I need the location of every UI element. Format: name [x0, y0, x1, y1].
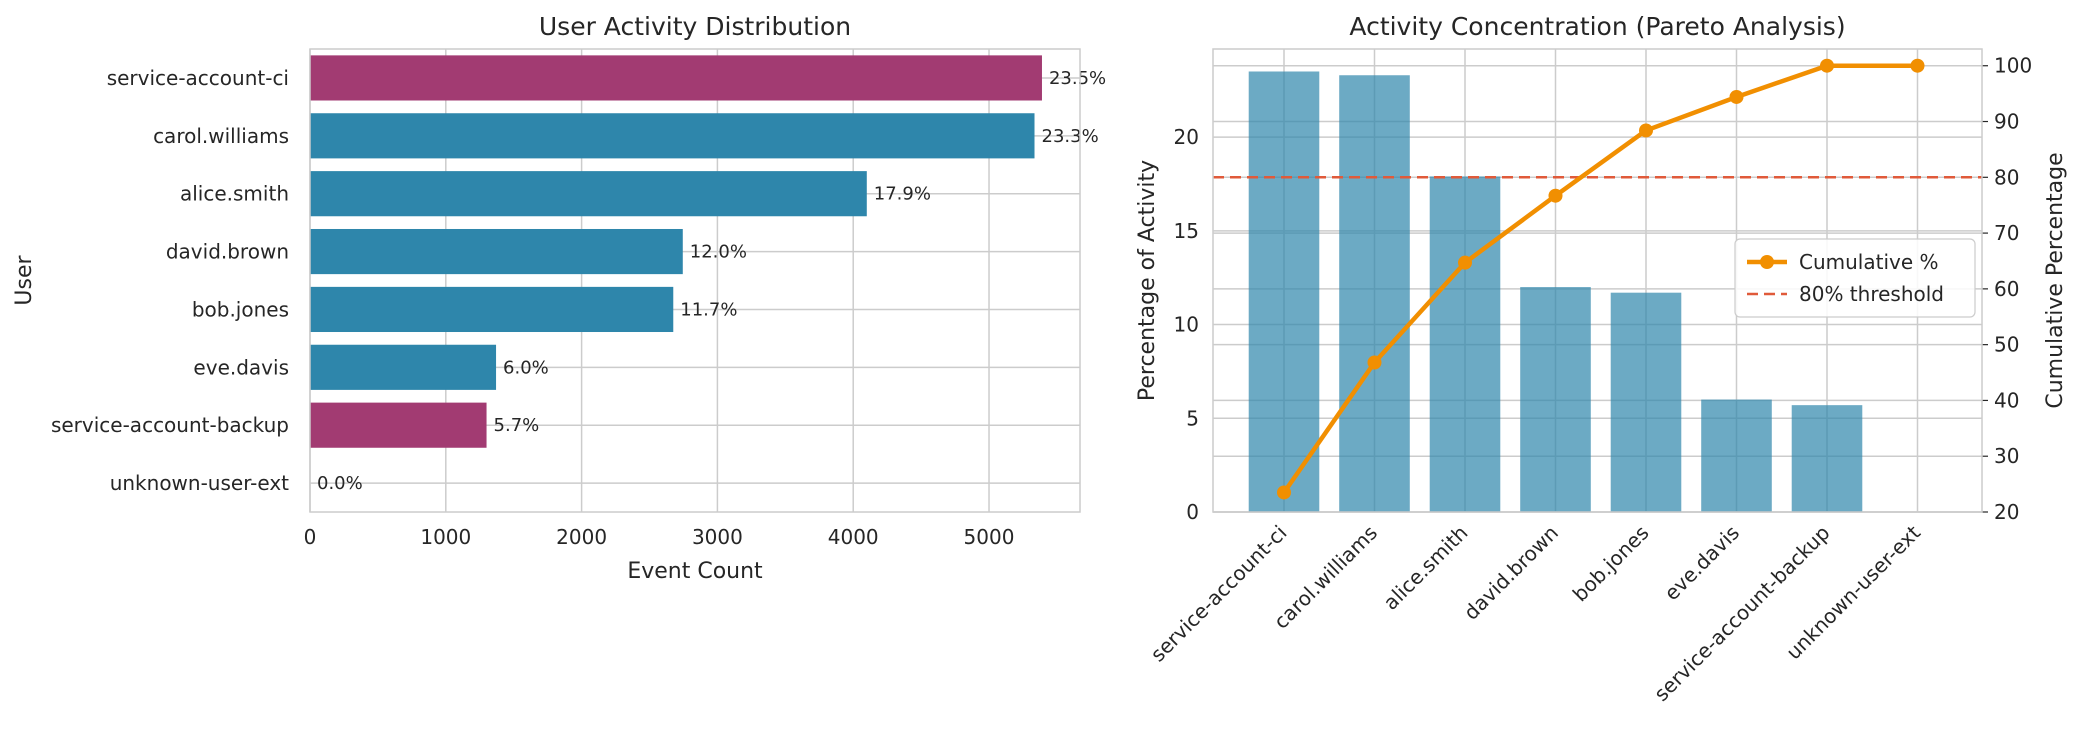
chart1-y-tick-label: service-account-backup [51, 413, 289, 437]
chart2-y2-tick-label: 40 [1994, 388, 2019, 412]
chart2-legend-box [1734, 238, 1976, 318]
chart2-y2-tick-label: 90 [1994, 110, 2019, 134]
chart1-x-tick-label: 5000 [964, 525, 1015, 549]
chart2-y2-tick-label: 80 [1994, 165, 2019, 189]
chart1-data-label: 6.0% [503, 357, 549, 378]
chart1-x-axis-label: Event Count [627, 559, 763, 584]
chart1-bar [310, 55, 1042, 101]
chart1-title: User Activity Distribution [539, 12, 851, 41]
chart1-x-tick-label: 3000 [692, 525, 743, 549]
chart2-legend-marker [1760, 255, 1774, 269]
chart2-cumulative-line [1282, 63, 1918, 494]
chart1-x-tick-label: 0 [304, 525, 317, 549]
chart2-bar [1520, 287, 1591, 512]
chart1-data-label: 17.9% [874, 184, 931, 205]
chart1-x-tick-label: 1000 [420, 525, 471, 549]
chart2-cumulative-point [1729, 89, 1744, 104]
chart1-y-axis-label: User [12, 254, 37, 305]
chart2-x-tick-label: bob.jones [1568, 521, 1654, 607]
chart2-y2-axis-label: Cumulative Percentage [2043, 152, 2068, 408]
chart2-bar [1610, 292, 1682, 512]
chart2-x-tick-label: eve.davis [1659, 521, 1744, 606]
chart2-bar [1429, 176, 1501, 513]
chart2-title: Activity Concentration (Pareto Analysis) [1349, 12, 1845, 41]
chart2-y2-tick-label: 60 [1994, 277, 2019, 301]
chart2-y-tick-label: 0 [1186, 500, 1199, 524]
chart1-bar [310, 286, 674, 333]
chart2-y2-tick-label: 20 [1994, 500, 2019, 524]
chart2-cumulative-point [1548, 188, 1563, 203]
chart2-y2-tick-label: 100 [1994, 54, 2032, 78]
chart1-y-tick-label: unknown-user-ext [110, 471, 289, 495]
chart1-y-tick-label: alice.smith [180, 182, 289, 206]
chart1-data-label: 23.5% [1049, 68, 1106, 89]
chart1-bar [310, 171, 867, 217]
chart2-cumulative-point [1458, 255, 1472, 270]
chart2-x-tick-label: david.brown [1459, 521, 1563, 625]
chart2-cumulative-point [1820, 58, 1834, 73]
chart2-bar [1339, 75, 1410, 512]
chart1-x-tick-label: 4000 [828, 525, 879, 549]
chart2-y2-tick-label: 50 [1994, 333, 2019, 357]
chart2-cumulative-point [1639, 123, 1653, 138]
chart1-frame [309, 48, 1081, 513]
chart1-y-tick-label: david.brown [166, 240, 289, 264]
chart2-y-tick-label: 20 [1174, 125, 1199, 149]
chart2-y2-tick-label: 30 [1994, 444, 2019, 468]
chart2-legend: Cumulative % 80% threshold [1734, 238, 1976, 318]
chart1-bar [310, 344, 497, 390]
chart2-legend-label: 80% threshold [1799, 282, 1944, 306]
chart2-cumulative-point [1910, 58, 1925, 73]
chart1-y-tick-label: service-account-ci [107, 66, 289, 90]
chart2-y-tick-label: 5 [1186, 406, 1199, 430]
chart1-data-label: 23.3% [1042, 126, 1099, 147]
chart2-bar [1701, 399, 1772, 512]
chart2-frame [1212, 48, 1983, 513]
chart2-y-tick-label: 15 [1174, 219, 1199, 243]
chart1-x-tick-label: 2000 [556, 525, 607, 549]
chart2-x-tick-label: service-account-backup [1649, 521, 1834, 706]
chart2-x-tick-label: service-account-ci [1146, 521, 1292, 667]
chart-user-activity: 23.5% 23.3% 17.9% 12.0% 11.7% 6.0% 5.7% 0.0% 0 1… [12, 12, 1106, 584]
chart2-bar [1791, 405, 1863, 512]
chart2-cumulative-point [1367, 355, 1382, 370]
chart1-bar [310, 113, 1035, 159]
chart1-bar [310, 402, 487, 448]
chart1-data-label: 11.7% [680, 299, 737, 320]
chart1-y-tick-label: bob.jones [192, 297, 289, 321]
chart2-x-tick-label: alice.smith [1378, 521, 1472, 615]
chart1-data-label: 0.0% [317, 473, 363, 494]
chart1-y-tick-label: eve.davis [193, 355, 289, 379]
chart-pareto: 0 5 10 15 20 20 30 40 50 60 70 80 90 100 service-accou… [1135, 12, 2068, 706]
chart2-y-tick-label: 10 [1174, 313, 1199, 337]
chart2-y2-tick-label: 70 [1994, 221, 2019, 245]
chart1-y-tick-label: carol.williams [153, 124, 289, 148]
chart2-y-axis-label: Percentage of Activity [1135, 160, 1160, 401]
chart2-legend-label: Cumulative % [1799, 250, 1939, 274]
chart2-cumulative-point [1277, 485, 1291, 500]
chart2-bar [1248, 71, 1320, 512]
chart1-bar [310, 228, 683, 275]
chart1-data-label: 5.7% [494, 415, 540, 436]
chart1-data-label: 12.0% [690, 242, 747, 263]
